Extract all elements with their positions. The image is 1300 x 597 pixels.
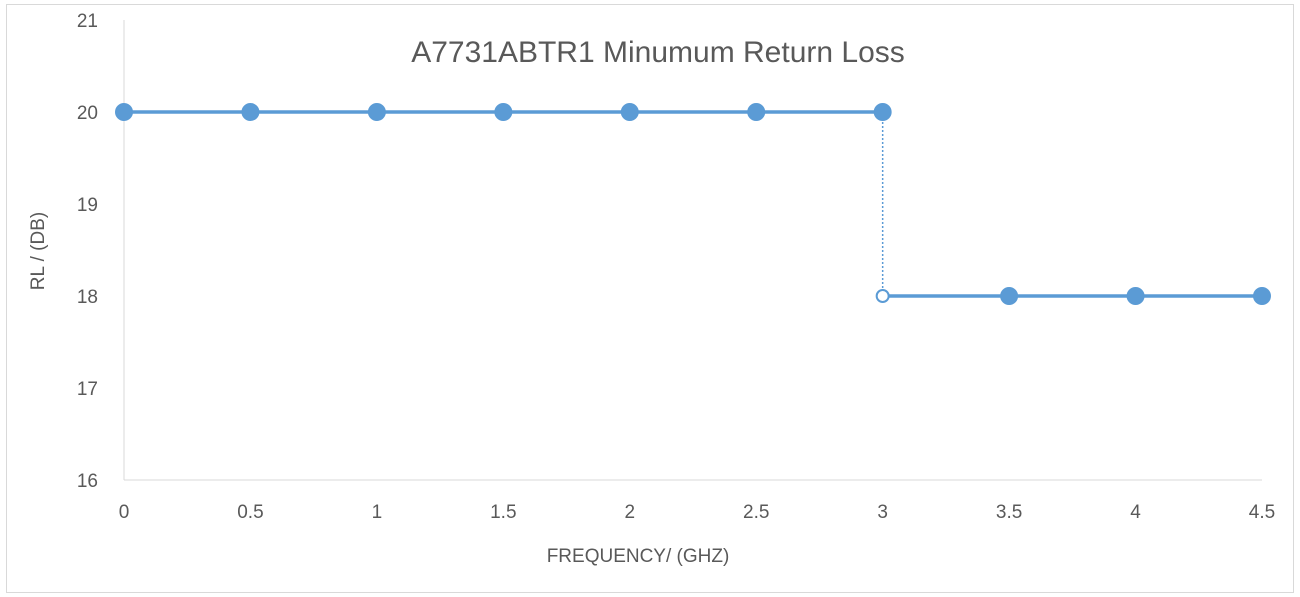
- y-tick-label: 18: [77, 287, 98, 308]
- x-tick-label: 2.5: [743, 502, 769, 523]
- x-tick-label: 0.5: [237, 502, 263, 523]
- data-point: [1126, 287, 1145, 305]
- data-point: [115, 103, 133, 121]
- y-tick-label: 21: [77, 11, 98, 32]
- x-tick-label: 0: [119, 502, 130, 523]
- series-group: [115, 103, 1271, 305]
- data-point-open: [875, 289, 890, 303]
- x-tick-label: 1: [372, 502, 383, 523]
- x-tick-label: 3: [877, 502, 888, 523]
- x-axis-label: FREQUENCY/ (GHZ): [547, 546, 730, 567]
- data-point: [747, 103, 766, 121]
- data-point: [1253, 287, 1271, 305]
- x-tick-label: 4: [1130, 502, 1141, 523]
- data-point: [367, 103, 386, 121]
- chart-frame: [6, 4, 1294, 593]
- y-axis-label: RL / (DB): [28, 212, 49, 290]
- x-tick-label: 1.5: [490, 502, 516, 523]
- y-tick-label: 20: [77, 103, 98, 124]
- y-tick-labels: 16 17 18 19 20 21: [77, 11, 98, 492]
- data-point: [241, 103, 260, 121]
- y-tick-label: 19: [77, 195, 98, 216]
- chart-title: A7731ABTR1 Minumum Return Loss: [411, 36, 905, 69]
- x-tick-labels: 0 0.5 1 1.5 2 2.5 3 3.5 4 4.5: [119, 502, 1276, 523]
- y-tick-label: 16: [77, 471, 98, 492]
- data-point: [873, 103, 892, 121]
- x-tick-label: 3.5: [996, 502, 1022, 523]
- data-point: [620, 103, 639, 121]
- data-point: [1000, 287, 1019, 305]
- data-point: [494, 103, 513, 121]
- x-tick-label: 4.5: [1249, 502, 1275, 523]
- x-tick-label: 2: [624, 502, 635, 523]
- y-tick-label: 17: [77, 379, 98, 400]
